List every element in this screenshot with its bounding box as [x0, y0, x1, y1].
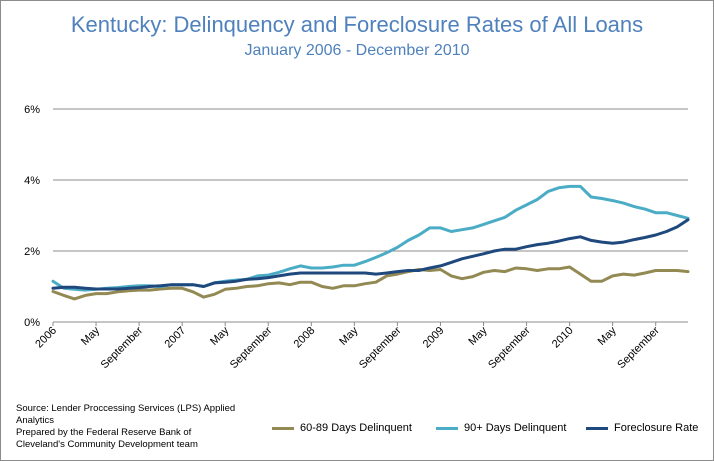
x-tick-label: September — [615, 324, 662, 371]
x-tick-label: 2008 — [292, 325, 318, 351]
x-tick-label: May — [466, 324, 490, 348]
source-note: Source: Lender Proccessing Services (LPS… — [16, 403, 246, 451]
legend-swatch — [586, 426, 608, 430]
legend-item-foreclosure: Foreclosure Rate — [586, 422, 698, 434]
legend-item-90-plus: 90+ Days Delinquent — [436, 422, 566, 434]
x-tick-label: September — [486, 324, 533, 371]
source-line: Source: Lender Proccessing Services (LPS… — [16, 403, 236, 414]
series-line — [51, 218, 690, 291]
legend-label: 60-89 Days Delinquent — [300, 422, 412, 434]
chart-title: Kentucky: Delinquency and Foreclosure Ra… — [70, 12, 644, 37]
x-tick-label: May — [79, 324, 103, 348]
x-tick-label: 2009 — [421, 325, 447, 351]
source-line: Analytics — [16, 415, 55, 426]
x-tick-label: 2007 — [162, 325, 188, 351]
x-tick-label: September — [99, 324, 146, 371]
y-tick-label: 4% — [24, 175, 40, 187]
x-tick-label: May — [208, 324, 232, 348]
source-line: Prepared by the Federal Reserve Bank of — [16, 427, 192, 438]
legend-label: Foreclosure Rate — [614, 422, 699, 434]
y-tick-label: 6% — [24, 104, 40, 116]
series-line — [51, 265, 690, 301]
legend-swatch — [272, 426, 294, 430]
x-tick-label: 2010 — [550, 325, 576, 351]
x-tick-label: September — [357, 324, 404, 371]
legend-label: 90+ Days Delinquent — [464, 422, 567, 434]
x-tick-label: September — [228, 324, 275, 371]
legend-swatch — [436, 426, 458, 430]
legend-item-60-89: 60-89 Days Delinquent — [272, 422, 412, 434]
x-tick-label: May — [596, 324, 620, 348]
source-line: Cleveland's Community Development team — [16, 439, 198, 450]
y-tick-label: 2% — [24, 246, 40, 258]
x-tick-label: May — [337, 324, 361, 348]
chart-subtitle: January 2006 - December 2010 — [244, 42, 470, 59]
y-tick-label: 0% — [24, 317, 40, 329]
